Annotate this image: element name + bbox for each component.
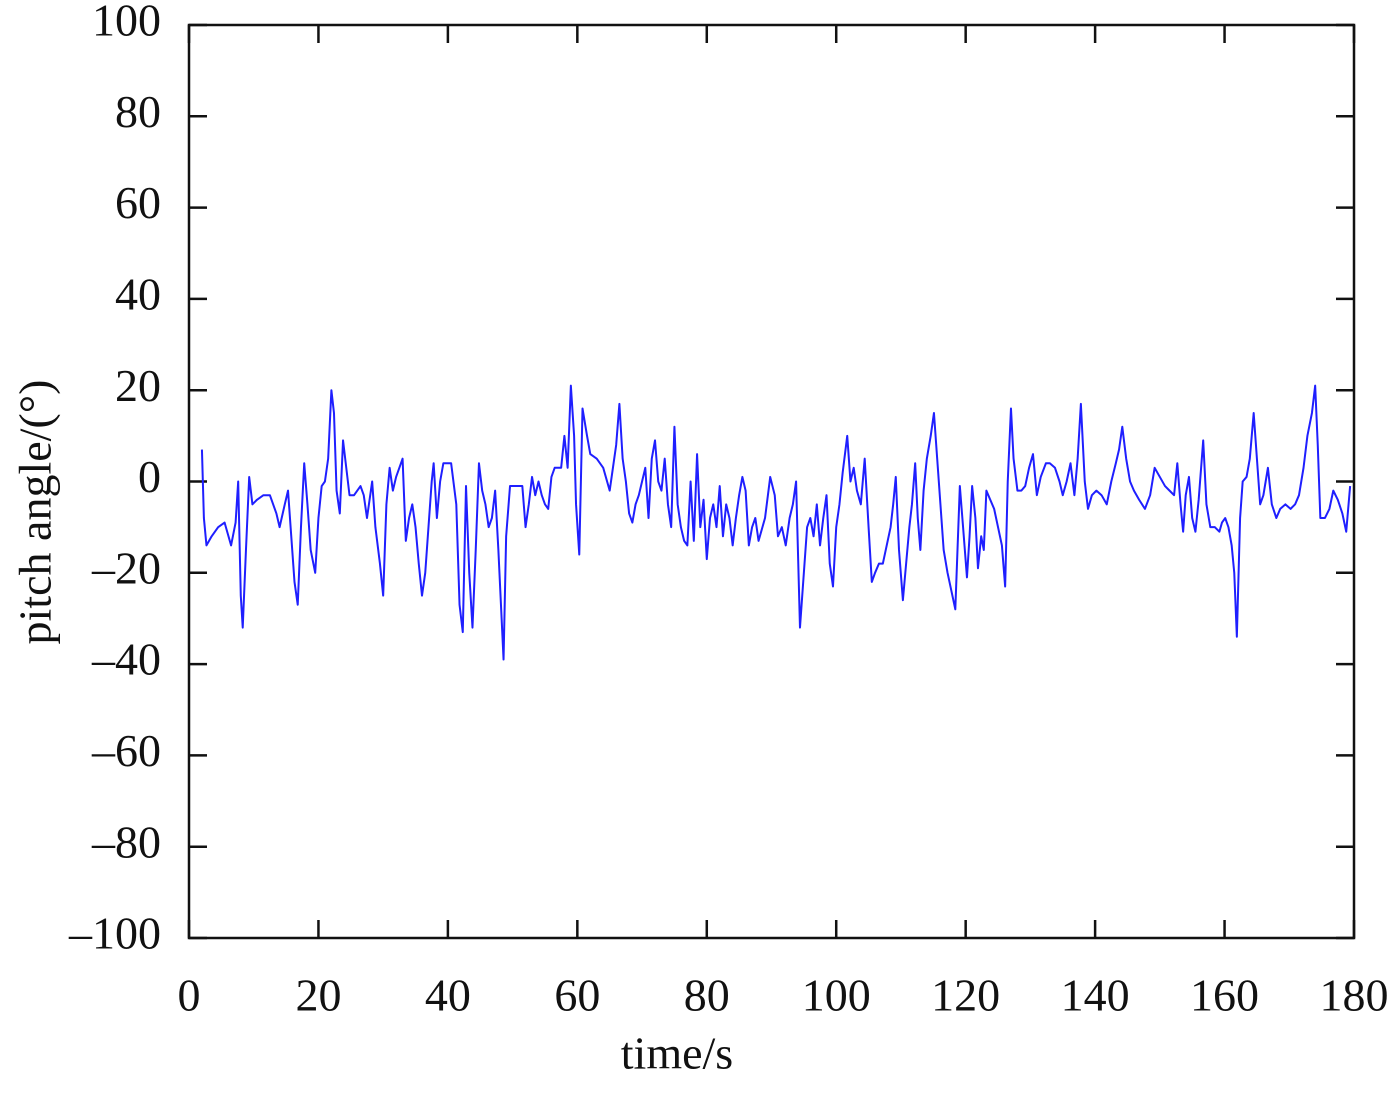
y-tick-label: –40: [91, 634, 161, 685]
y-tick-label: –80: [91, 816, 161, 867]
x-axis-label: time/s: [621, 1028, 733, 1079]
x-tick-label: 100: [802, 970, 871, 1021]
x-tick-label: 140: [1061, 970, 1130, 1021]
y-tick-label: 100: [92, 0, 161, 46]
x-tick-label: 180: [1320, 970, 1389, 1021]
y-tick-label: 80: [115, 86, 161, 137]
x-tick-label: 20: [295, 970, 341, 1021]
y-tick-label: 0: [138, 451, 161, 502]
x-tick-label: 80: [684, 970, 730, 1021]
x-tick-label: 160: [1190, 970, 1259, 1021]
x-tick-label: 120: [931, 970, 1000, 1021]
y-tick-label: 60: [115, 177, 161, 228]
y-tick-label: –100: [68, 908, 161, 959]
y-tick-label: –60: [91, 725, 161, 776]
x-tick-label: 60: [554, 970, 600, 1021]
y-tick-label: –20: [91, 542, 161, 593]
data-line: [200, 384, 1352, 661]
y-tick-label: 20: [115, 360, 161, 411]
x-tick-label: 0: [178, 970, 201, 1021]
y-axis-label: pitch angle/(°): [10, 380, 61, 645]
y-tick-label: 40: [115, 268, 161, 319]
x-tick-label: 40: [425, 970, 471, 1021]
